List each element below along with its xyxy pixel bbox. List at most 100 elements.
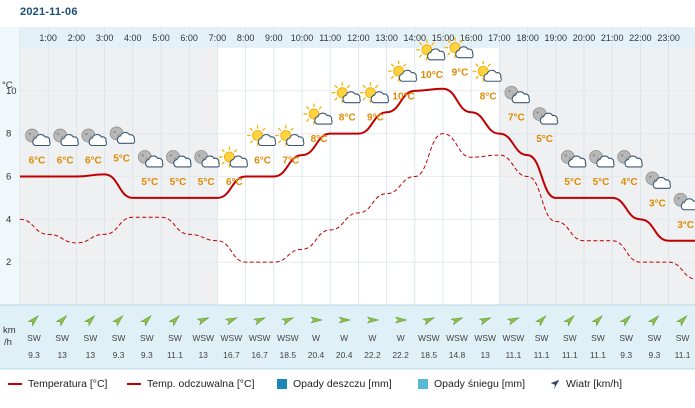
wind-direction-label: SW	[84, 333, 98, 343]
hour-label: 17:00	[488, 33, 511, 43]
hour-label: 4:00	[124, 33, 142, 43]
hour-label: 22:00	[629, 33, 652, 43]
wind-speed-label: 18.5	[280, 350, 297, 360]
wind-direction-label: W	[340, 333, 348, 343]
temperature-label: 7°C	[282, 156, 299, 167]
wind-direction-label: SW	[563, 333, 577, 343]
wind-direction-label: WSW	[418, 333, 440, 343]
hour-label: 10:00	[291, 33, 314, 43]
wind-speed-label: 16.7	[223, 350, 240, 360]
hour-label: 6:00	[180, 33, 198, 43]
legend: Temperatura [°C] Temp. odczuwalna [°C] O…	[0, 372, 695, 398]
temperature-label: 5°C	[593, 177, 610, 188]
wind-direction-label: WSW	[192, 333, 214, 343]
wind-axis-label-km: km	[3, 325, 16, 336]
hour-label: 15:00	[432, 33, 455, 43]
temperature-line	[20, 87, 695, 242]
wind-axis-band	[0, 305, 20, 369]
wind-direction-label: SW	[140, 333, 154, 343]
hour-label: 19:00	[545, 33, 568, 43]
wind-speed-label: 9.3	[113, 350, 125, 360]
temperature-label: 6°C	[226, 177, 243, 188]
hour-label: 1:00	[39, 33, 57, 43]
temperature-label: 3°C	[677, 220, 694, 231]
wind-speed-label: 11.1	[675, 350, 691, 360]
hour-label: 12:00	[347, 33, 370, 43]
wind-speed-label: 20.4	[336, 350, 353, 360]
y-axis-unit: °C	[2, 80, 13, 91]
temperature-label: 8°C	[480, 91, 497, 102]
hour-label: 21:00	[601, 33, 624, 43]
legend-temperature-label: Temperatura [°C]	[28, 378, 108, 390]
hour-label: 9:00	[265, 33, 283, 43]
wind-direction-label: WSW	[446, 333, 468, 343]
temperature-label: 7°C	[508, 113, 525, 124]
temperature-label: 5°C	[141, 177, 158, 188]
y-tick-label: 6	[6, 172, 11, 183]
temperature-label: 9°C	[367, 113, 384, 124]
wind-direction-label: W	[397, 333, 405, 343]
wind-speed-label: 13	[86, 350, 96, 360]
wind-direction-label: SW	[676, 333, 690, 343]
wind-direction-label: SW	[55, 333, 69, 343]
wind-arrow-icon	[550, 379, 560, 390]
temperature-label: 5°C	[564, 177, 581, 188]
wind-speed-label: 9.3	[28, 350, 40, 360]
temperature-label: 4°C	[621, 177, 638, 188]
wind-speed-label: 9.3	[648, 350, 660, 360]
wind-speed-label: 18.5	[421, 350, 438, 360]
temperature-line-swatch	[8, 383, 22, 385]
temperature-label: 5°C	[198, 177, 215, 188]
temperature-label: 6°C	[254, 156, 271, 167]
wind-speed-label: 22.2	[392, 350, 409, 360]
hour-label: 7:00	[209, 33, 227, 43]
hour-label: 5:00	[152, 33, 170, 43]
legend-rain[interactable]: Opady deszczu [mm]	[277, 378, 392, 390]
snow-swatch	[418, 379, 428, 389]
y-tick-label: 8	[6, 129, 11, 140]
wind-speed-label: 13	[480, 350, 490, 360]
wind-direction-label: SW	[619, 333, 633, 343]
temperature-label: 5°C	[113, 153, 130, 164]
wind-direction-label: WSW	[503, 333, 525, 343]
legend-feels-like-label: Temp. odczuwalna [°C]	[147, 378, 255, 390]
wind-direction-label: SW	[112, 333, 126, 343]
wind-direction-label: W	[368, 333, 376, 343]
wind-band	[20, 305, 695, 369]
feels-like-line	[19, 133, 695, 280]
wind-direction-label: SW	[535, 333, 549, 343]
wind-speed-label: 11.1	[534, 350, 550, 360]
y-tick-label: 4	[6, 214, 11, 225]
left-axis-band	[0, 27, 20, 305]
wind-speed-label: 16.7	[251, 350, 268, 360]
hour-label: 3:00	[96, 33, 114, 43]
hour-label: 14:00	[404, 33, 427, 43]
temperature-label: 3°C	[649, 198, 666, 209]
wind-direction-label: WSW	[249, 333, 271, 343]
hour-label: 18:00	[516, 33, 539, 43]
wind-speed-label: 11.1	[167, 350, 183, 360]
wind-speed-label: 20.4	[308, 350, 325, 360]
wind-speed-label: 14.8	[449, 350, 466, 360]
hour-label: 11:00	[319, 33, 341, 43]
wind-speed-label: 9.3	[620, 350, 632, 360]
legend-snow[interactable]: Opady śniegu [mm]	[418, 378, 525, 390]
hour-label: 2:00	[68, 33, 86, 43]
temperature-label: 6°C	[85, 156, 102, 167]
legend-temperature[interactable]: Temperatura [°C]	[8, 378, 107, 390]
temperature-label: 10°C	[421, 70, 443, 81]
hour-label: 23:00	[657, 33, 680, 43]
legend-feels-like[interactable]: Temp. odczuwalna [°C]	[127, 378, 255, 390]
wind-direction-label: WSW	[221, 333, 243, 343]
temperature-label: 5°C	[170, 177, 187, 188]
y-tick-label: 10	[6, 86, 17, 97]
wind-speed-label: 11.1	[590, 350, 606, 360]
temperature-label: 10°C	[392, 91, 414, 102]
temperature-label: 6°C	[57, 156, 74, 167]
y-tick-label: 2	[6, 257, 11, 268]
legend-wind[interactable]: Wiatr [km/h]	[549, 378, 622, 390]
wind-direction-label: W	[312, 333, 320, 343]
temperature-label: 8°C	[339, 113, 356, 124]
wind-direction-label: SW	[168, 333, 182, 343]
wind-direction-label: SW	[27, 333, 41, 343]
